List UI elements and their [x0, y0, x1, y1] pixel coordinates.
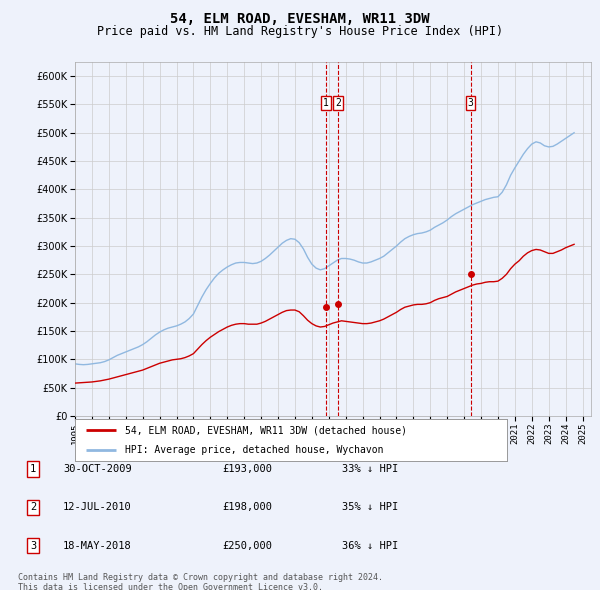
Text: Contains HM Land Registry data © Crown copyright and database right 2024.: Contains HM Land Registry data © Crown c…: [18, 573, 383, 582]
Text: 3: 3: [30, 541, 36, 550]
Text: 12-JUL-2010: 12-JUL-2010: [63, 503, 132, 512]
Text: 3: 3: [467, 98, 473, 107]
Text: 35% ↓ HPI: 35% ↓ HPI: [342, 503, 398, 512]
Text: HPI: Average price, detached house, Wychavon: HPI: Average price, detached house, Wych…: [125, 445, 383, 455]
Text: 54, ELM ROAD, EVESHAM, WR11 3DW: 54, ELM ROAD, EVESHAM, WR11 3DW: [170, 12, 430, 26]
Text: 2: 2: [30, 503, 36, 512]
Text: £193,000: £193,000: [222, 464, 272, 474]
Text: 1: 1: [30, 464, 36, 474]
Text: 54, ELM ROAD, EVESHAM, WR11 3DW (detached house): 54, ELM ROAD, EVESHAM, WR11 3DW (detache…: [125, 425, 407, 435]
Text: 2: 2: [335, 98, 341, 107]
Text: 33% ↓ HPI: 33% ↓ HPI: [342, 464, 398, 474]
Text: Price paid vs. HM Land Registry's House Price Index (HPI): Price paid vs. HM Land Registry's House …: [97, 25, 503, 38]
Text: 18-MAY-2018: 18-MAY-2018: [63, 541, 132, 550]
Text: This data is licensed under the Open Government Licence v3.0.: This data is licensed under the Open Gov…: [18, 583, 323, 590]
Text: 30-OCT-2009: 30-OCT-2009: [63, 464, 132, 474]
Text: £250,000: £250,000: [222, 541, 272, 550]
Text: £198,000: £198,000: [222, 503, 272, 512]
Text: 36% ↓ HPI: 36% ↓ HPI: [342, 541, 398, 550]
Text: 1: 1: [323, 98, 329, 107]
